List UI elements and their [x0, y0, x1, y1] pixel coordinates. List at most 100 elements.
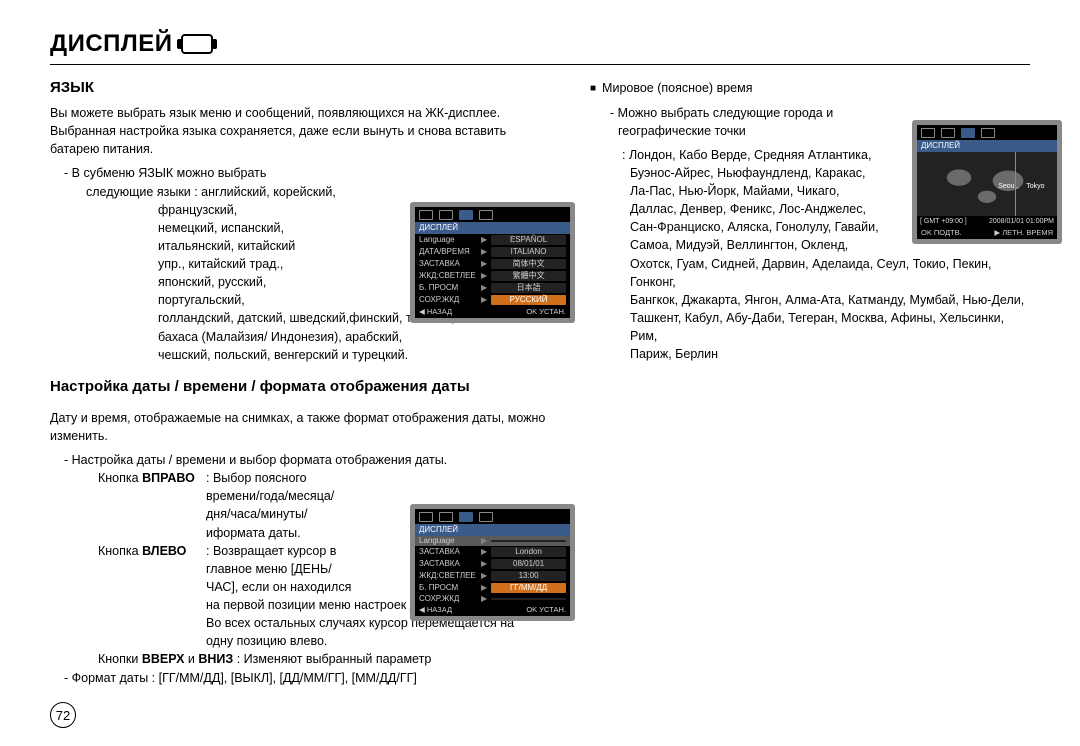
lcd-row-value: ESPAÑOL	[491, 235, 566, 245]
lcd-row-value: 13:00	[491, 571, 566, 581]
lcd-menu-row: СОХР.ЖКД ▶	[415, 594, 570, 604]
speaker-icon	[941, 128, 955, 138]
chevron-right-icon: ▶	[481, 572, 487, 580]
lcd-menu-row: ЖКД:СВЕТЛЕЕ ▶ 13:00	[415, 570, 570, 582]
lcd-row-label: Б. ПРОСМ	[419, 584, 477, 592]
lcd-row-label: Б. ПРОСМ	[419, 284, 477, 292]
camera-icon	[419, 512, 433, 522]
lcd-menu-row: СОХР.ЖКД ▶ РУССКИЙ	[415, 294, 570, 306]
lcd-world-top-icons	[917, 125, 1057, 140]
chevron-right-icon: ▶	[481, 272, 487, 280]
lcd-menu-row: ЗАСТАВКА ▶ London	[415, 546, 570, 558]
world-sub1: - Можно выбрать следующие города и	[590, 104, 1030, 122]
settings-icon	[981, 128, 995, 138]
dt-sub-line: - Настройка даты / времени и выбор форма…	[50, 451, 550, 469]
lcd-menu-row: ДАТА/ВРЕМЯ ▶ ITALIANO	[415, 246, 570, 258]
lcd-row-label: ДАТА/ВРЕМЯ	[419, 248, 477, 256]
speaker-icon	[439, 512, 453, 522]
lcd-row-label: ЗАСТАВКА	[419, 560, 477, 568]
button-updown: Кнопки ВВЕРХ и ВНИЗ : Изменяют выбранный…	[50, 650, 550, 668]
chevron-right-icon: ▶	[481, 537, 487, 545]
lcd-row-value: 日本語	[491, 283, 566, 293]
cities-line-7: Охотск, Гуам, Сидней, Дарвин, Аделаида, …	[590, 255, 1030, 291]
lcd-world-header: ДИСПЛЕЙ	[917, 140, 1057, 152]
lcd-row-value: РУССКИЙ	[491, 295, 566, 305]
lang-sub-line1: - В субменю ЯЗЫК можно выбрать	[50, 164, 550, 182]
lcd-world-gmt-row: [ GMT +09:00 ] 2008/01/01 01:00PM	[917, 216, 1057, 227]
lang-tail-2: бахаса (Малайзия/ Индонезия), арабский,	[50, 328, 550, 346]
lcd-row-value: London	[491, 547, 566, 557]
lcd-lang-back: ◀ НАЗАД	[419, 308, 452, 316]
chevron-right-icon: ▶	[481, 584, 487, 592]
lcd-date-back: ◀ НАЗАД	[419, 606, 452, 614]
chevron-right-icon: ▶	[481, 236, 487, 244]
lcd-row-label: СОХР.ЖКД	[419, 296, 477, 304]
cities-line-9: Ташкент, Кабул, Абу-Даби, Тегеран, Москв…	[590, 309, 1030, 345]
page-number: 72	[50, 702, 76, 728]
chevron-right-icon: ▶	[481, 248, 487, 256]
chevron-right-icon: ▶	[481, 296, 487, 304]
lcd-language-screenshot: ДИСПЛЕЙ Language ▶ ESPAÑOL ДАТА/ВРЕМЯ ▶ ITALI…	[410, 202, 575, 323]
chevron-right-icon: ▶	[481, 560, 487, 568]
dst-arrow-icon: ▶	[994, 228, 1000, 237]
lcd-row-value: ГГ/ММ/ДД	[491, 583, 566, 593]
button-right-desc2: времени/года/месяца/	[50, 487, 550, 505]
lcd-world-bottom: OK ПОДТВ. ▶ ЛЕТН. ВРЕМЯ	[917, 227, 1057, 239]
map-city-tokyo: Tokyo	[1026, 183, 1044, 190]
lcd-date-screenshot: ДИСПЛЕЙ Language▶ЗАСТАВКА▶LondonЗАСТАВКА…	[410, 504, 575, 621]
lcd-worldtime-screenshot: ДИСПЛЕЙ Seoul, Tokyo [ GMT +09:00 ] 2008…	[912, 120, 1062, 244]
map-city-seoul: Seoul,	[998, 183, 1018, 190]
button-right-label: Кнопка ВПРАВО	[98, 469, 206, 487]
lang-tail-3: чешский, польский, венгерский и турецкий…	[50, 346, 550, 364]
world-map-icon: Seoul, Tokyo	[917, 152, 1057, 216]
lcd-world-datetime: 2008/01/01 01:00PM	[989, 218, 1054, 225]
lcd-row-label: ЖКД:СВЕТЛЕЕ	[419, 572, 477, 580]
button-left-tail3: одну позицию влево.	[50, 632, 550, 650]
lcd-menu-row: Б. ПРОСМ ▶ ГГ/ММ/ДД	[415, 582, 570, 594]
world-time-heading: Мировое (поясное) время	[590, 79, 1030, 98]
lcd-row-value	[491, 598, 566, 600]
lang-sub-line2: следующие языки : английский, корейский,	[50, 183, 550, 201]
lcd-date-bottom: ◀ НАЗАД OK УСТАН.	[415, 604, 570, 616]
cities-line-8: Бангкок, Джакарта, Янгон, Алма-Ата, Катм…	[590, 291, 1030, 309]
lcd-menu-row: Language ▶	[415, 536, 570, 546]
chevron-right-icon: ▶	[481, 548, 487, 556]
settings-icon	[479, 512, 493, 522]
button-left-label: Кнопка ВЛЕВО	[98, 542, 206, 560]
lcd-world-dst: ▶ ЛЕТН. ВРЕМЯ	[994, 229, 1053, 237]
language-heading: ЯЗЫК	[50, 79, 550, 96]
display-icon	[181, 34, 213, 54]
language-intro: Вы можете выбрать язык меню и сообщений,…	[50, 104, 550, 158]
lcd-row-value: 繁體中文	[491, 271, 566, 281]
chevron-right-icon: ▶	[481, 595, 487, 603]
lcd-world-ok: OK ПОДТВ.	[921, 229, 962, 237]
control-right: Кнопка ВПРАВО : Выбор поясного	[50, 469, 550, 487]
lcd-row-label: СОХР.ЖКД	[419, 595, 477, 603]
chevron-right-icon: ▶	[481, 284, 487, 292]
lcd-row-value	[491, 540, 566, 542]
settings-icon	[479, 210, 493, 220]
speaker-icon	[439, 210, 453, 220]
datetime-heading: Настройка даты / времени / формата отобр…	[50, 378, 550, 395]
display-tab-icon	[961, 128, 975, 138]
lcd-date-ok: OK УСТАН.	[526, 606, 566, 614]
lcd-menu-row: Б. ПРОСМ ▶ 日本語	[415, 282, 570, 294]
lcd-row-value: ITALIANO	[491, 247, 566, 257]
lcd-lang-top-icons	[415, 207, 570, 222]
lcd-lang-header: ДИСПЛЕЙ	[415, 222, 570, 234]
lcd-row-label: ЗАСТАВКА	[419, 548, 477, 556]
lcd-menu-row: ЗАСТАВКА▶简体中文	[415, 258, 570, 270]
lcd-row-value: 08/01/01	[491, 559, 566, 569]
date-format-line: - Формат даты : [ГГ/ММ/ДД], [ВЫКЛ], [ДД/…	[50, 669, 550, 687]
lcd-row-label: ЖКД:СВЕТЛЕЕ	[419, 272, 477, 280]
lcd-world-gmt: [ GMT +09:00 ]	[920, 218, 967, 225]
display-tab-icon	[459, 512, 473, 522]
cities-line-10: Париж, Берлин	[590, 345, 1030, 363]
lcd-row-value: 简体中文	[491, 259, 566, 269]
lcd-lang-bottom: ◀ НАЗАД OK УСТАН.	[415, 306, 570, 318]
lcd-row-label: Language	[419, 236, 477, 244]
lcd-menu-row: Language ▶ ESPAÑOL	[415, 234, 570, 246]
lcd-row-label: Language	[419, 537, 477, 545]
page-title: ДИСПЛЕЙ	[50, 30, 1030, 65]
chevron-right-icon: ▶	[481, 260, 487, 268]
